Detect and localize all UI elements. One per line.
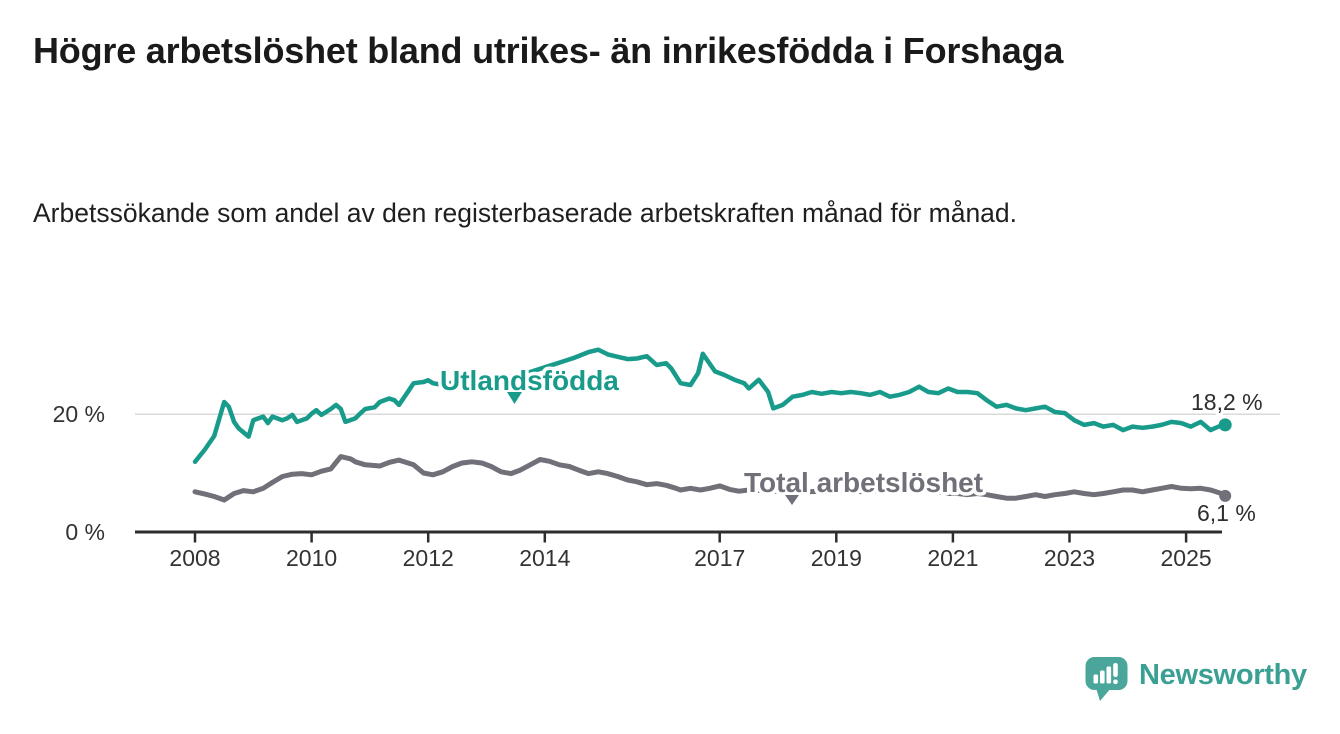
y-tick-label-20: 20 % [53,401,105,427]
series-label-utlandsfodda: Utlandsfödda [440,365,619,396]
x-tick-label-2023: 2023 [1044,545,1095,571]
x-tick-label-2025: 2025 [1161,545,1212,571]
series-label-total: Total arbetslöshet [744,467,983,498]
x-tick-label-2019: 2019 [811,545,862,571]
x-tick-label-2010: 2010 [286,545,337,571]
x-tick-label-2008: 2008 [169,545,220,571]
newsworthy-logo: Newsworthy [1085,656,1307,702]
series-line-utlandsfodda [192,347,1228,465]
series-end-dot-total [1219,489,1232,502]
series-label-marker-utlandsfodda-triangle-down-icon [507,392,522,404]
x-tick-label-2017: 2017 [694,545,745,571]
series-lines [192,347,1232,503]
x-tick-label-2014: 2014 [519,545,570,571]
end-value-label-utlandsfodda: 18,2 % [1191,389,1263,415]
end-value-label-total: 6,1 % [1197,500,1256,526]
x-tick-label-2012: 2012 [403,545,454,571]
chart-subtitle: Arbetssökande som andel av den registerb… [33,198,1018,228]
chart-title: Högre arbetslöshet bland utrikes- än inr… [33,30,1064,71]
newsworthy-logo-bar-chart-speech-bubble-icon [1085,657,1128,701]
y-tick-label-0: 0 % [65,519,105,545]
series-label-marker-total-triangle-down-icon [785,495,799,505]
series-end-dot-utlandsfodda [1218,418,1232,432]
x-tick-label-2021: 2021 [927,545,978,571]
newsworthy-logo-text: Newsworthy [1139,659,1307,691]
x-axis-ticks: 2008 2010 2012 2014 2017 2019 2021 2023 2025 [169,533,1212,571]
series-line-total [192,454,1228,503]
